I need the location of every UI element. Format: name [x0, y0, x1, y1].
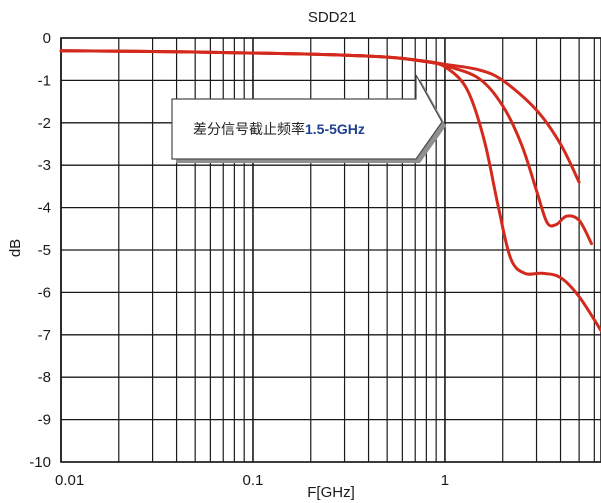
chart-title: SDD21: [308, 9, 356, 26]
x-tick-label: 0.01: [55, 472, 84, 489]
callout-label-text: 差分信号截止频率: [193, 121, 305, 138]
y-tick-label: -9: [38, 412, 51, 429]
plot-frame: [60, 37, 601, 463]
y-tick-label: -6: [38, 284, 51, 301]
series-line: [59, 49, 601, 333]
y-tick-label: -4: [38, 200, 51, 217]
callout-label: 差分信号截止频率1.5-5GHz: [193, 121, 365, 138]
x-tick-label: 1: [441, 472, 449, 489]
cutoff-callout: 差分信号截止频率1.5-5GHz: [171, 74, 446, 163]
y-tick-label: 0: [43, 30, 51, 47]
plot-border: [60, 37, 601, 463]
y-axis-label: dB: [7, 239, 24, 257]
y-tick-label: -7: [38, 327, 51, 344]
series-lines: [59, 49, 601, 333]
y-tick-label: -8: [38, 369, 51, 386]
y-tick-label: -5: [38, 242, 51, 259]
callout-label-highlight: 1.5-5GHz: [305, 121, 365, 137]
y-tick-label: -10: [29, 454, 51, 471]
y-tick-label: -1: [38, 72, 51, 89]
callout-arrow: [171, 74, 443, 160]
tick-labels: 0 -1 -2 -3 -4 -5 -6 -7 -8 -9 -100.01 0.1 1: [29, 30, 449, 489]
y-tick-label: -2: [38, 115, 51, 132]
x-axis-label: F[GHz]: [307, 484, 355, 501]
x-tick-label: 0.1: [243, 472, 264, 489]
y-tick-label: -3: [38, 157, 51, 174]
